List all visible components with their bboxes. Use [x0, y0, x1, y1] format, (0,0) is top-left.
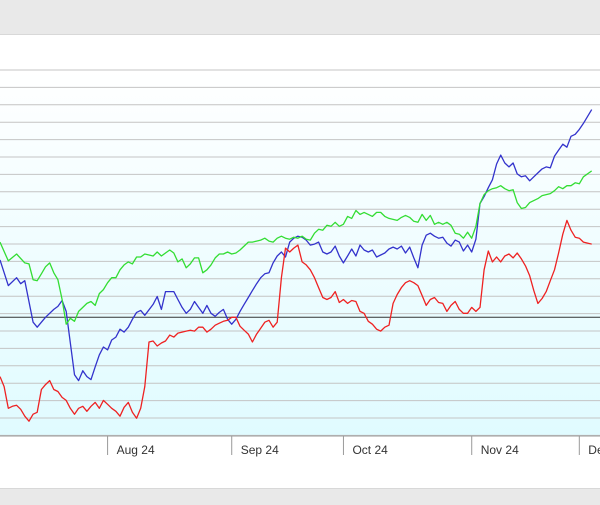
x-tick-label: Oct 24 — [352, 443, 388, 457]
x-tick-label: Sep 24 — [241, 443, 279, 457]
series-line-1 — [0, 109, 593, 382]
series-lines — [0, 109, 593, 422]
x-tick-label: Dec 24 — [588, 443, 600, 457]
x-axis: Aug 24 Sep 24 Oct 24 Nov 24 Dec 24 — [0, 435, 600, 457]
series-line-3 — [0, 219, 592, 422]
x-tick-label: Aug 24 — [117, 443, 155, 457]
x-tick-label: Nov 24 — [481, 443, 519, 457]
series-line-2 — [0, 170, 593, 325]
